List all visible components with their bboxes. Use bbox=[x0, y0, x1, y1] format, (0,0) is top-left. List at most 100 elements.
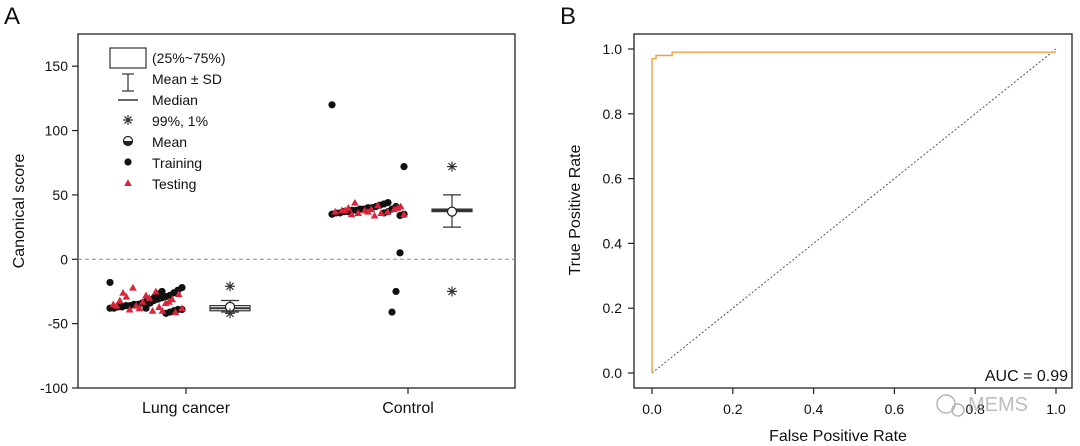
panel-label-b: B bbox=[560, 3, 576, 30]
legend-label: Testing bbox=[152, 176, 196, 192]
plot-marks-a bbox=[106, 101, 473, 319]
mean-marker bbox=[446, 206, 458, 217]
y-tick-label: 0 bbox=[60, 251, 68, 267]
percentile-1-marker bbox=[225, 308, 235, 319]
testing-point bbox=[155, 303, 163, 310]
training-point bbox=[396, 211, 404, 220]
testing-point bbox=[158, 306, 167, 314]
testing-point bbox=[331, 207, 340, 215]
x-axis-b: 0.0 0.2 0.4 0.6 0.8 1.0 bbox=[642, 388, 1066, 417]
testing-point bbox=[354, 209, 362, 216]
y-tick-label: 0.6 bbox=[603, 171, 623, 187]
chance-diagonal bbox=[651, 48, 1057, 374]
testing-point bbox=[374, 201, 382, 209]
testing-point bbox=[138, 297, 147, 305]
testing-point bbox=[364, 207, 372, 215]
x-tick-label: Lung cancer bbox=[142, 400, 231, 417]
testing-point bbox=[171, 308, 180, 316]
plot-frame-a bbox=[77, 33, 516, 389]
legend-label: 99%, 1% bbox=[152, 113, 208, 129]
training-point bbox=[146, 299, 154, 307]
testing-point bbox=[165, 297, 173, 305]
plot-marks-b bbox=[651, 48, 1057, 374]
y-tick-label: 0.4 bbox=[603, 235, 623, 251]
y-tick-label: 0.2 bbox=[603, 300, 623, 316]
x-tick-label: 0.4 bbox=[804, 401, 824, 417]
watermark: MEMS bbox=[936, 394, 1028, 417]
legend-a: (25%~75%) Mean ± SD Median 99%, 1% Mean Train… bbox=[109, 47, 226, 192]
training-point bbox=[388, 308, 396, 316]
training-point bbox=[106, 278, 114, 287]
percentile-99-marker bbox=[447, 161, 457, 172]
x-tick-label: 0.0 bbox=[642, 401, 662, 417]
box-1 bbox=[431, 161, 473, 297]
panel-b: B 0.00.20.40.60.81.0 0.0 0.2 0.4 0.6 0.8 1.0 … bbox=[560, 3, 1073, 445]
percentile-1-marker-stroke bbox=[226, 309, 234, 318]
y-tick-label: 150 bbox=[45, 58, 69, 74]
x-tick-label: 1.0 bbox=[1046, 401, 1066, 417]
wechat-icon-small bbox=[951, 403, 965, 417]
legend-label: Mean ± SD bbox=[152, 71, 222, 87]
x-tick-label: Control bbox=[382, 400, 434, 417]
x-axis-label-b: False Positive Rate bbox=[769, 428, 907, 445]
testing-point bbox=[112, 301, 121, 309]
panel-label-a: A bbox=[4, 3, 20, 30]
legend-label: Median bbox=[152, 92, 198, 108]
testing-point bbox=[119, 288, 127, 296]
panel-a: A -100 -50 0 50 100 150 Lung cancer Control Ca… bbox=[4, 3, 516, 417]
y-tick-label: 100 bbox=[45, 123, 69, 139]
testing-point bbox=[129, 283, 137, 291]
y-tick-label: 50 bbox=[52, 187, 68, 203]
testing-point bbox=[351, 198, 359, 206]
testing-point bbox=[174, 290, 183, 298]
x-tick-label: 0.2 bbox=[723, 401, 743, 417]
auc-annotation: AUC = 0.99 bbox=[985, 368, 1068, 385]
legend-box-symbol bbox=[109, 47, 147, 69]
percentile-1-marker bbox=[447, 286, 457, 297]
training-point bbox=[392, 287, 400, 296]
box-0 bbox=[209, 281, 251, 319]
testing-point bbox=[383, 207, 392, 215]
legend-mean-fill bbox=[123, 141, 133, 146]
watermark-text: MEMS bbox=[968, 394, 1028, 416]
training-point bbox=[328, 101, 336, 109]
percentile-1-marker-stroke bbox=[448, 287, 456, 296]
training-point bbox=[142, 304, 150, 312]
legend-training-symbol bbox=[124, 158, 132, 166]
testing-point bbox=[135, 304, 144, 312]
legend-label: Mean bbox=[152, 134, 187, 150]
legend-label: Training bbox=[152, 155, 202, 171]
testing-point bbox=[142, 291, 150, 299]
percentile-99-marker-stroke bbox=[448, 162, 456, 171]
testing-point bbox=[370, 211, 379, 219]
x-tick-label: 0.6 bbox=[885, 401, 905, 417]
y-axis-a: -100 -50 0 50 100 150 bbox=[40, 58, 78, 396]
testing-point bbox=[393, 203, 402, 211]
testing-point bbox=[347, 210, 356, 218]
testing-point bbox=[125, 305, 134, 313]
training-point bbox=[400, 162, 408, 171]
y-tick-label: -50 bbox=[48, 316, 68, 332]
testing-point bbox=[122, 292, 131, 300]
y-tick-label: 1.0 bbox=[603, 41, 623, 57]
testing-point bbox=[341, 206, 349, 214]
testing-point bbox=[116, 296, 124, 304]
x-tick-label: 0.8 bbox=[965, 401, 985, 417]
y-tick-label: -100 bbox=[40, 380, 68, 396]
legend-testing-symbol bbox=[124, 179, 132, 187]
legend-label: (25%~75%) bbox=[152, 50, 226, 66]
legend-asterisk-symbol-stroke bbox=[124, 116, 132, 124]
testing-point bbox=[178, 304, 186, 312]
y-axis-b: 0.0 0.2 0.4 0.6 0.8 1.0 bbox=[603, 41, 634, 381]
legend-asterisk-symbol bbox=[123, 115, 133, 125]
training-point bbox=[396, 249, 404, 257]
y-tick-label: 0.0 bbox=[603, 365, 623, 381]
testing-point bbox=[148, 306, 157, 314]
testing-point bbox=[377, 209, 385, 216]
y-axis-label-a: Canonical score bbox=[11, 154, 28, 269]
testing-point bbox=[400, 210, 408, 218]
y-tick-label: 0.8 bbox=[603, 106, 623, 122]
plot-frame-b bbox=[633, 33, 1073, 389]
percentile-99-marker-stroke bbox=[226, 282, 234, 291]
